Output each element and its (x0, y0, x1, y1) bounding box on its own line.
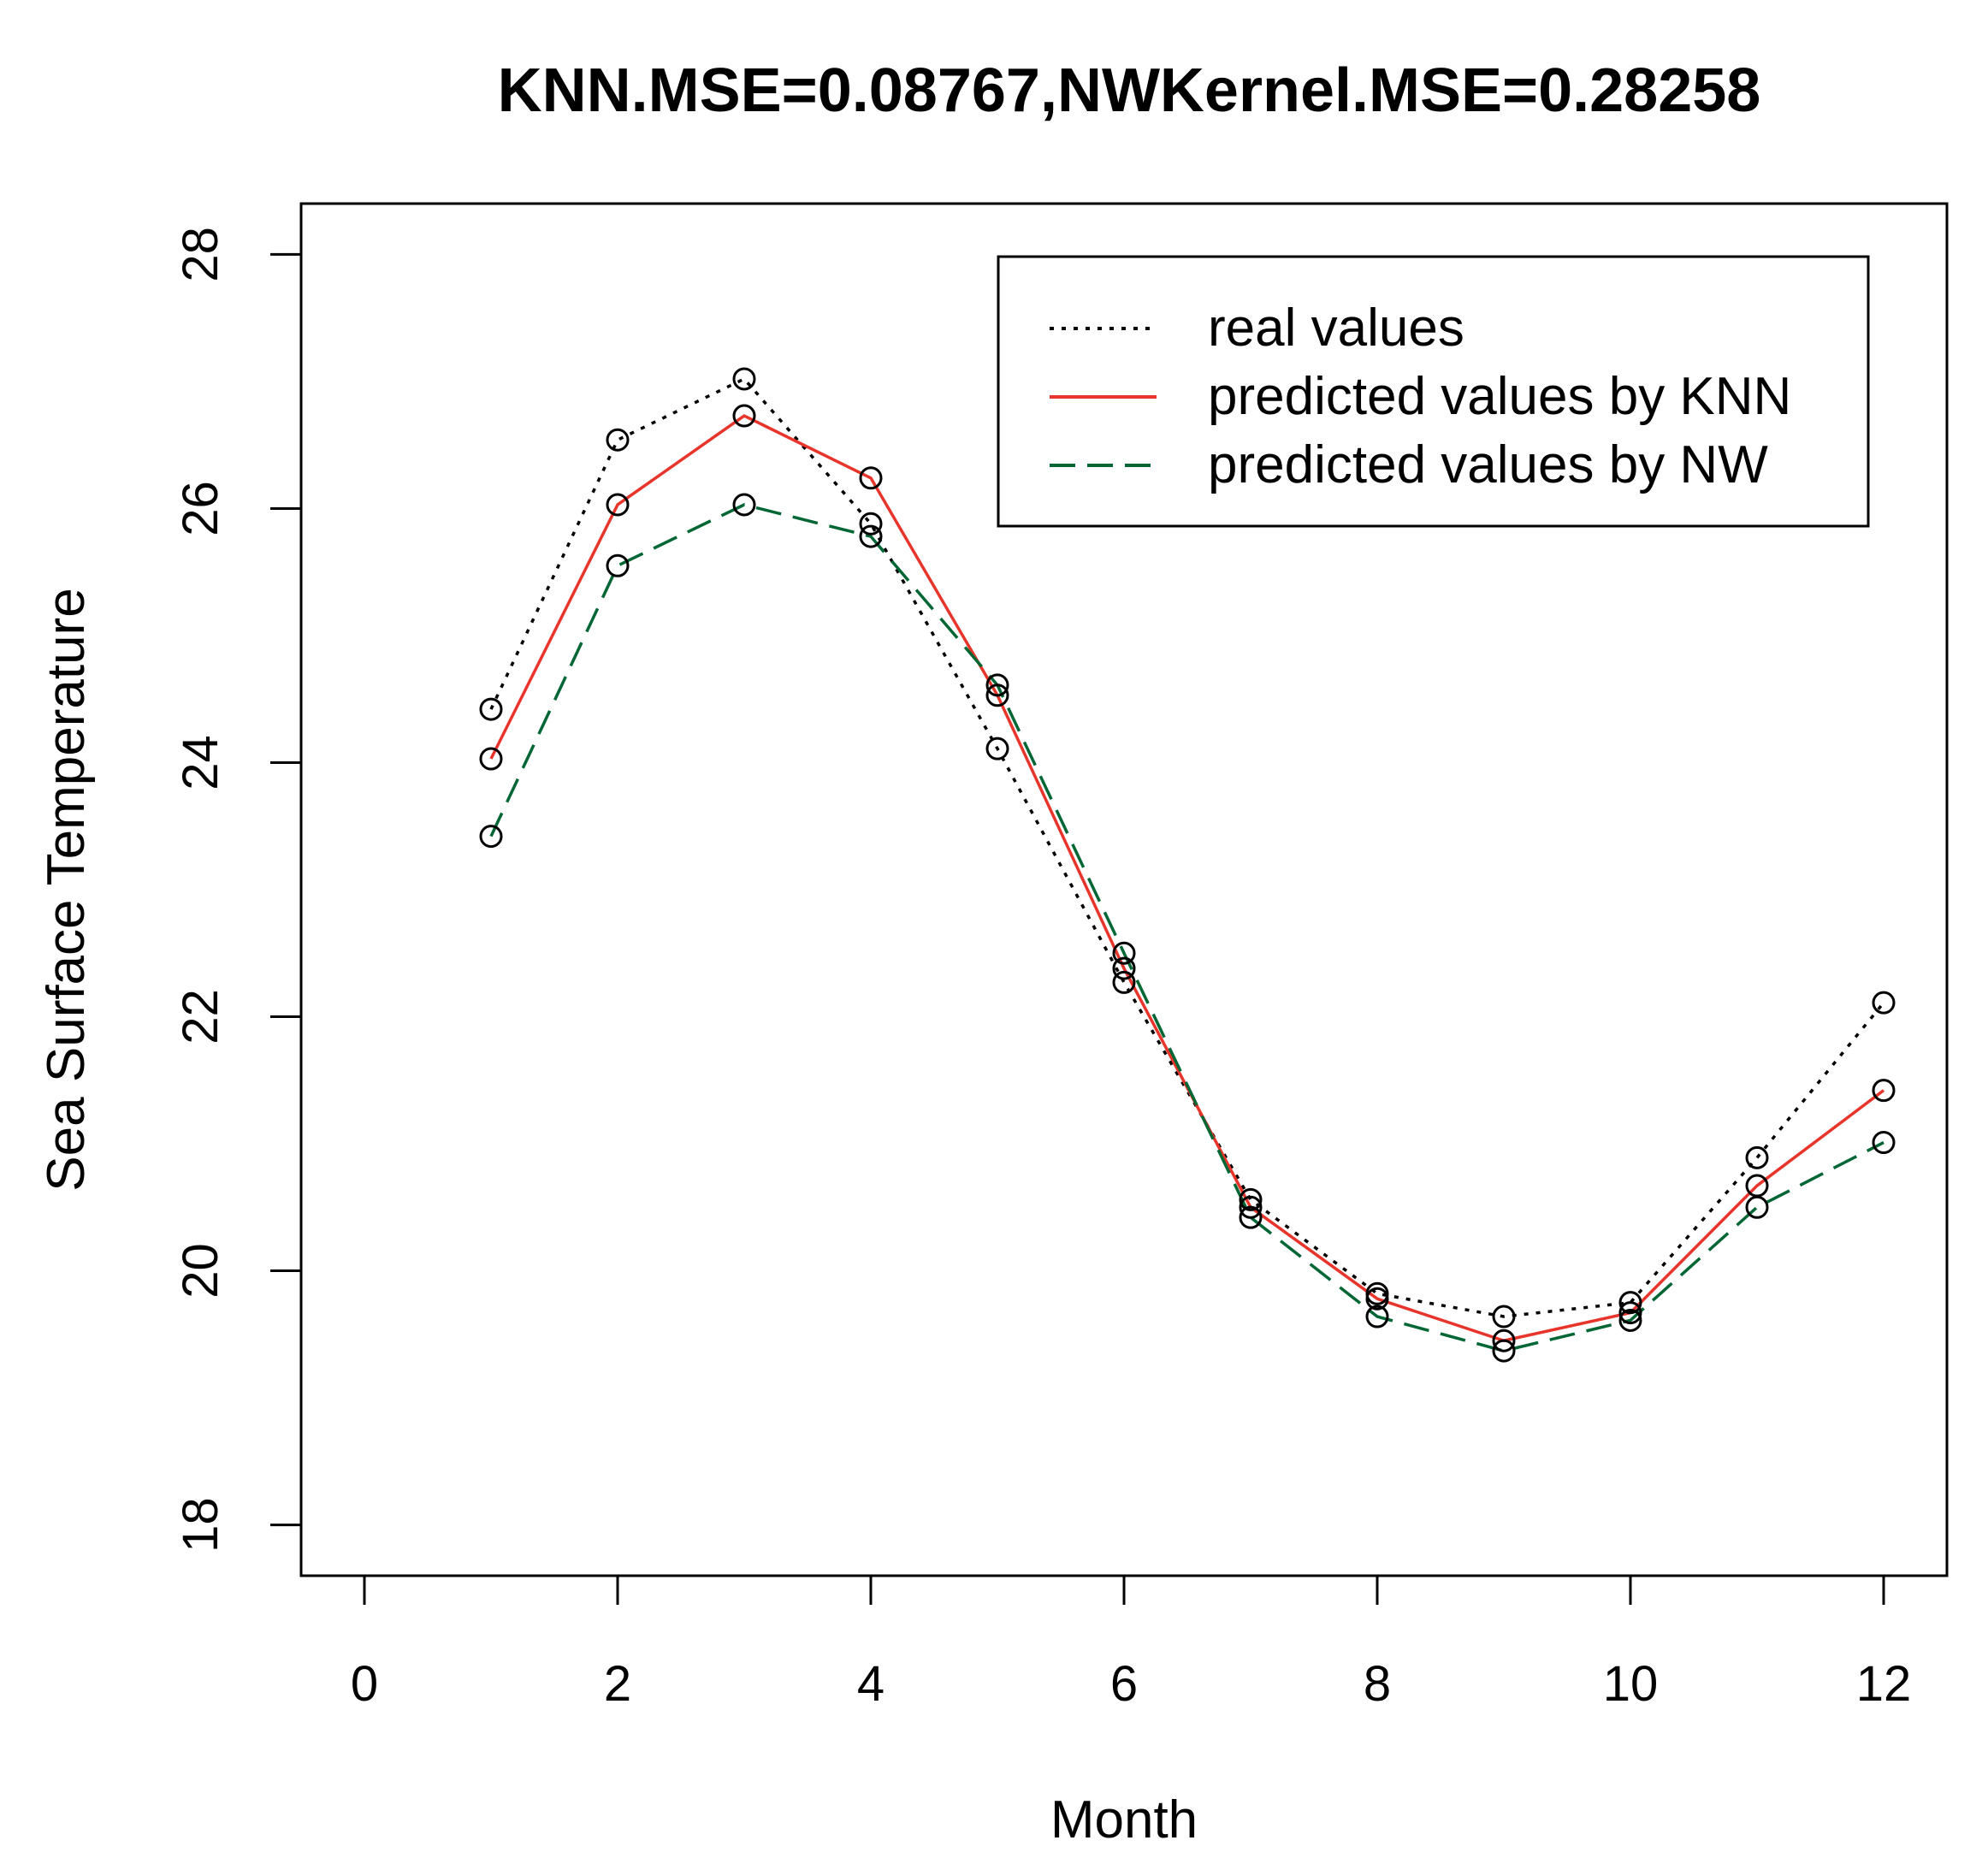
y-tick-label: 24 (173, 735, 228, 790)
legend-label-1: real values (1208, 299, 1464, 358)
series-3-point (1745, 1195, 1769, 1219)
series-2-point (1239, 1195, 1263, 1219)
series-2-point (606, 493, 630, 517)
y-axis: 18 20 22 24 26 28 (173, 227, 303, 1553)
x-tick-label: 4 (857, 1656, 885, 1712)
series-1-point (606, 428, 630, 452)
series-1-point (1239, 1187, 1263, 1211)
series-1-point (1745, 1145, 1769, 1169)
series-1-point (1872, 991, 1896, 1015)
series-1-point (1112, 970, 1136, 994)
y-tick-label: 28 (173, 227, 228, 282)
series-3-point (1872, 1131, 1896, 1155)
series-1-point (985, 737, 1009, 760)
series-3-point (479, 825, 503, 849)
series-2-point (859, 466, 883, 490)
x-tick-label: 12 (1856, 1656, 1912, 1712)
series-3-point (1492, 1339, 1516, 1363)
x-tick-label: 8 (1364, 1656, 1391, 1712)
y-axis-label: Sea Surface Temperature (37, 588, 96, 1191)
series-layer (479, 367, 1896, 1363)
x-axis: 0 2 4 6 8 10 12 (351, 1574, 1912, 1712)
series-3-point (859, 524, 883, 548)
legend-label-3: predicted values by NW (1208, 435, 1768, 494)
series-3-point (732, 493, 756, 517)
series-2-point (1618, 1301, 1642, 1325)
x-tick-label: 10 (1603, 1656, 1659, 1712)
series-2-point (1872, 1079, 1896, 1103)
series-3-point (1618, 1308, 1642, 1332)
series-1-point (1618, 1291, 1642, 1315)
series-2-point (1492, 1328, 1516, 1352)
x-axis-label: Month (1050, 1790, 1198, 1849)
series-1-point (732, 367, 756, 391)
series-2-point (1365, 1287, 1389, 1311)
legend-box (997, 255, 1870, 528)
series-1-point (1492, 1305, 1516, 1328)
legend-label-2: predicted values by KNN (1208, 367, 1791, 426)
x-tick-label: 2 (604, 1656, 631, 1712)
x-tick-label: 0 (351, 1656, 378, 1712)
series-2-point (985, 683, 1009, 707)
series-line-2 (489, 414, 1885, 1342)
series-3-point (1112, 941, 1136, 965)
series-2-point (732, 404, 756, 428)
y-tick-label: 18 (173, 1497, 228, 1553)
series-2-point (1112, 956, 1136, 980)
series-3-point (1365, 1305, 1389, 1328)
y-tick-label: 22 (173, 989, 228, 1044)
series-1-point (479, 697, 503, 721)
series-3-point (606, 553, 630, 577)
y-tick-label: 26 (173, 481, 228, 536)
legend: real values predicted values by KNN predic… (997, 255, 1870, 528)
series-1-point (859, 512, 883, 536)
x-tick-label: 6 (1110, 1656, 1138, 1712)
chart-title: KNN.MSE=0.08767,NWKernel.MSE=0.28258 (498, 56, 1761, 125)
series-3-point (1239, 1205, 1263, 1229)
series-line-3 (489, 503, 1884, 1352)
series-3-point (985, 673, 1009, 697)
series-2-point (479, 747, 503, 771)
y-tick-label: 20 (173, 1243, 228, 1299)
